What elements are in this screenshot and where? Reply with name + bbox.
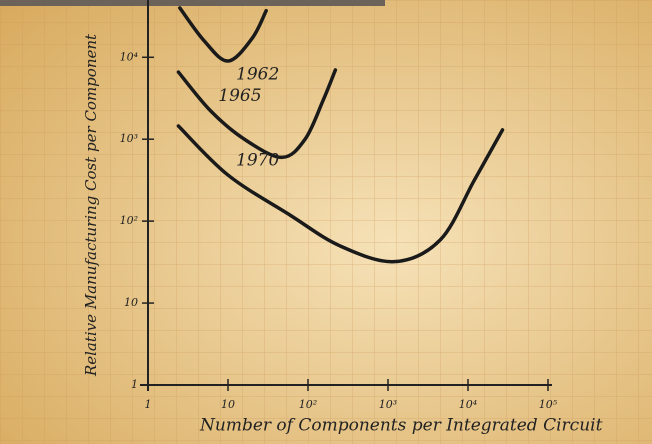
- page: Number of Components per Integrated Circ…: [0, 0, 652, 444]
- y-tick-label: 10³: [120, 132, 138, 145]
- y-axis-label: Relative Manufacturing Cost per Componen…: [82, 33, 100, 377]
- y-tick-label: 1: [131, 378, 138, 391]
- y-tick-label: 10⁴: [120, 50, 138, 63]
- x-tick-label: 10³: [379, 398, 397, 411]
- x-tick-label: 10²: [299, 398, 317, 411]
- chart: Number of Components per Integrated Circ…: [0, 0, 652, 444]
- x-tick-label: 1: [145, 398, 152, 411]
- x-tick-label: 10⁵: [539, 398, 558, 411]
- x-tick-label: 10⁴: [459, 398, 477, 411]
- curve-label: 1970: [236, 151, 279, 171]
- curve-label: 1965: [218, 86, 261, 106]
- y-tick-label: 10: [124, 296, 138, 309]
- x-axis-label: Number of Components per Integrated Circ…: [199, 416, 603, 436]
- photo-strip: [0, 0, 385, 6]
- x-tick-label: 10: [221, 398, 235, 411]
- curve-label: 1962: [236, 65, 279, 85]
- y-tick-label: 10²: [120, 214, 138, 227]
